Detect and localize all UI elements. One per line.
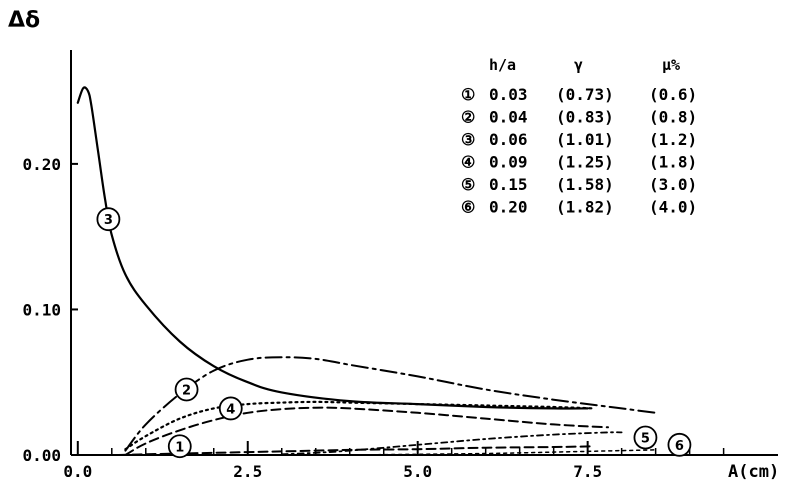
y-tick-label-2: 0.20 <box>22 155 61 174</box>
legend-ha-2: 0.04 <box>489 108 528 127</box>
x-tick-label-2: 5.0 <box>403 462 432 481</box>
legend-mu-4: (1.8) <box>649 153 697 172</box>
legend-symbol-3: ③ <box>461 130 475 149</box>
legend-ha-3: 0.06 <box>489 130 528 149</box>
x-tick-label-3: 7.5 <box>573 462 602 481</box>
legend-mu-3: (1.2) <box>649 130 697 149</box>
legend-header-2: μ% <box>662 56 680 74</box>
series-marker-text-3: 3 <box>104 213 113 228</box>
legend-symbol-6: ⑥ <box>461 198 475 217</box>
series-marker-text-1: 1 <box>175 440 184 455</box>
legend-gamma-5: (1.58) <box>556 175 614 194</box>
legend-symbol-4: ④ <box>461 153 475 172</box>
series-marker-text-2: 2 <box>182 384 191 399</box>
legend-gamma-4: (1.25) <box>556 153 614 172</box>
y-tick-label-0: 0.00 <box>22 446 61 465</box>
legend-header-0: h/a <box>489 56 516 74</box>
series-marker-text-5: 5 <box>641 432 650 447</box>
x-axis-title: A(cm) <box>728 462 779 482</box>
legend-gamma-2: (0.83) <box>556 108 614 127</box>
legend-ha-1: 0.03 <box>489 85 528 104</box>
series-marker-text-4: 4 <box>226 402 235 417</box>
legend-symbol-5: ⑤ <box>461 175 475 194</box>
legend-gamma-6: (1.82) <box>556 198 614 217</box>
legend-ha-6: 0.20 <box>489 198 528 217</box>
series-marker-text-6: 6 <box>675 439 684 454</box>
legend-mu-1: (0.6) <box>649 85 697 104</box>
legend-symbol-2: ② <box>461 108 475 127</box>
legend-mu-6: (4.0) <box>649 198 697 217</box>
x-tick-label-1: 2.5 <box>233 462 262 481</box>
legend-symbol-1: ① <box>461 85 475 104</box>
legend-mu-2: (0.8) <box>649 108 697 127</box>
series-labels: 1 2 3 4 5 6 <box>97 208 690 457</box>
y-tick-label-1: 0.10 <box>22 300 61 319</box>
legend-ha-4: 0.09 <box>489 153 528 172</box>
series-line-7 <box>125 408 608 455</box>
y-axis-title: Δδ <box>8 8 40 33</box>
legend-gamma-3: (1.01) <box>556 130 614 149</box>
legend-ha-5: 0.15 <box>489 175 528 194</box>
legend-header-1: γ <box>574 56 583 74</box>
legend: h/a γ μ%① 0.03 (0.73) (0.6)② 0.04 (0.83) (0.8)③ 0… <box>461 56 697 217</box>
legend-mu-5: (3.0) <box>649 175 697 194</box>
legend-gamma-1: (0.73) <box>556 85 614 104</box>
x-tick-label-0: 0.0 <box>63 462 92 481</box>
